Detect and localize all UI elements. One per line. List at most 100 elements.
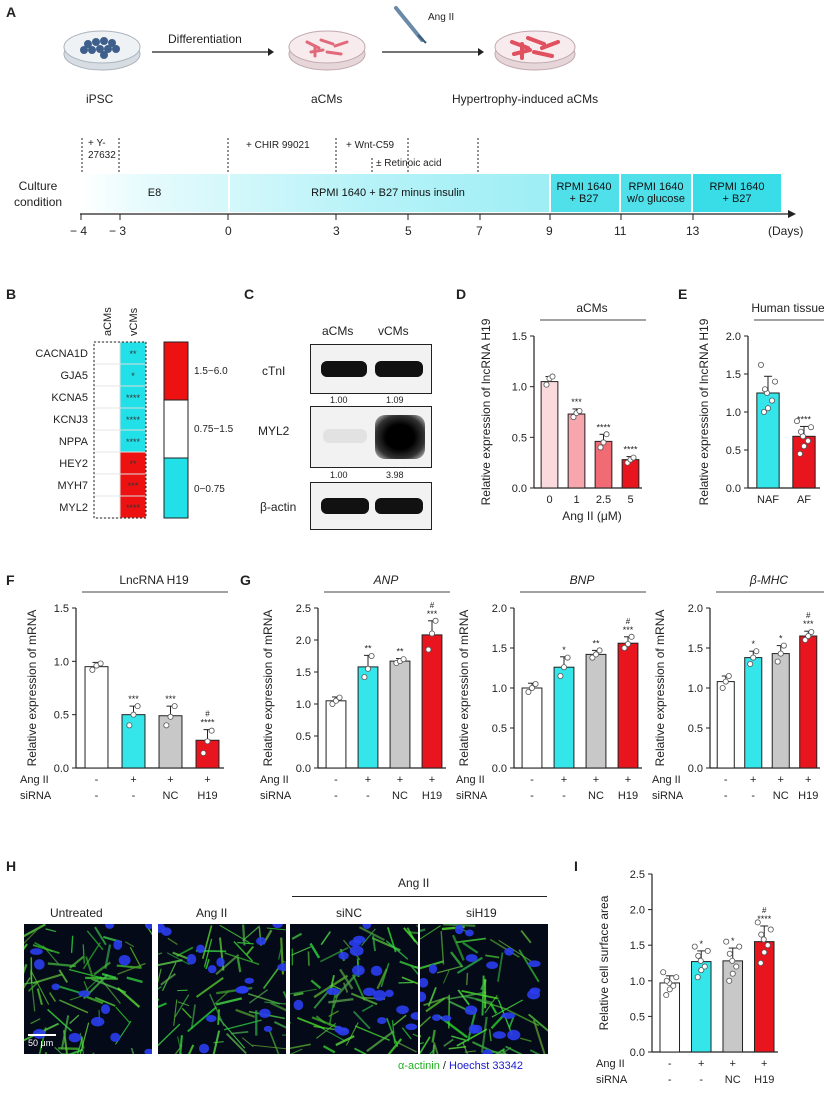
pipette-icon — [392, 4, 432, 44]
actinin-fiber — [83, 944, 84, 963]
segment-rpmi-b27-1: RPMI 1640 + B27 — [549, 174, 619, 212]
chart-title: Human tissue — [751, 301, 824, 315]
nucleus — [34, 959, 45, 970]
tick-label: 7 — [476, 224, 483, 238]
bar — [800, 636, 817, 768]
data-point — [801, 444, 806, 449]
h-group-line — [292, 896, 547, 897]
bar — [196, 740, 219, 768]
nucleus — [264, 1026, 273, 1032]
angii-value: + — [698, 1058, 704, 1070]
blot-band — [321, 361, 367, 377]
data-point — [433, 618, 438, 623]
data-point — [720, 685, 725, 690]
row-label-sirna: siRNA — [596, 1074, 628, 1086]
bar — [522, 688, 542, 768]
y-tick-label: 1.5 — [492, 643, 507, 655]
heatmap-sig: * — [131, 371, 135, 381]
actinin-fiber — [252, 1045, 286, 1049]
significance-mark: *** — [128, 694, 139, 704]
actinin-fiber — [367, 1031, 394, 1051]
significance-mark: *** — [165, 694, 176, 704]
legend-label: 0.75−1.5 — [194, 424, 234, 435]
actinin-fiber — [79, 1053, 93, 1054]
legend-swatch-mid — [164, 400, 188, 458]
panel-letter-i: I — [574, 858, 578, 874]
actinin-fiber — [381, 963, 389, 987]
y-tick-label: 2.0 — [688, 603, 703, 615]
heatmap-sig: ** — [129, 349, 137, 359]
data-point — [604, 432, 609, 437]
data-point — [734, 964, 739, 969]
nucleus — [237, 986, 249, 993]
data-point — [805, 438, 810, 443]
actinin-fiber — [70, 957, 84, 968]
y-axis-label: Relative expression of mRNA — [653, 610, 667, 767]
angii-value: + — [593, 774, 599, 786]
nucleus — [326, 988, 340, 995]
x-tick-label: 0 — [546, 494, 552, 506]
ctni-value-vcms: 1.09 — [386, 395, 404, 405]
actinin-fiber — [264, 967, 280, 989]
actinin-fiber — [490, 939, 519, 957]
blot-row-myl2: MYL2 — [258, 424, 289, 438]
actinin-fiber — [182, 1008, 191, 1018]
data-point — [769, 398, 774, 403]
actinin-fiber — [158, 969, 161, 989]
treatment-y27632: + Y- 27632 — [88, 138, 116, 162]
data-point — [692, 944, 697, 949]
actinin-fiber — [242, 1038, 253, 1047]
actinin-fiber — [423, 1050, 434, 1054]
y-tick-label: 0.0 — [296, 763, 311, 775]
data-point — [705, 948, 710, 953]
data-point — [98, 661, 103, 666]
h-label-angii: Ang II — [196, 906, 227, 920]
data-point — [558, 673, 563, 678]
panel-letter-e: E — [678, 286, 687, 302]
data-point — [426, 647, 431, 652]
significance-mark: **** — [596, 422, 611, 432]
panel-letter-h: H — [6, 858, 16, 874]
y-tick-label: 1.5 — [512, 331, 527, 343]
actinin-fiber — [72, 936, 73, 953]
y-tick-label: 1.5 — [54, 603, 69, 615]
nucleus — [411, 1012, 418, 1020]
blot-row-actin: β-actin — [260, 500, 296, 514]
sirna-value: - — [668, 1074, 672, 1086]
nucleus — [187, 954, 197, 965]
data-point — [726, 673, 731, 678]
actinin-fiber — [292, 934, 302, 939]
actinin-fiber — [56, 986, 80, 993]
y-tick-label: 1.0 — [54, 656, 69, 668]
actinin-fiber — [125, 942, 134, 947]
data-point — [664, 978, 669, 983]
y-tick-label: 2.0 — [630, 905, 645, 917]
data-point — [629, 634, 634, 639]
actinin-fiber — [130, 947, 141, 967]
data-point — [674, 975, 679, 980]
row-label-angii: Ang II — [260, 774, 289, 786]
nucleus — [272, 924, 283, 928]
nucleus — [101, 1004, 110, 1014]
sirna-value: H19 — [798, 790, 818, 802]
sirna-value: - — [95, 790, 99, 802]
angii-value: - — [724, 774, 728, 786]
actinin-fiber — [456, 939, 486, 943]
actinin-fiber — [94, 962, 110, 974]
actinin-fiber — [236, 1010, 255, 1017]
micrograph-angii — [158, 924, 286, 1054]
heatmap-cell — [94, 430, 120, 452]
nucleus — [91, 1017, 104, 1027]
sirna-value: - — [751, 790, 755, 802]
y-tick-label: 0.5 — [296, 731, 311, 743]
h-label-sinc: siNC — [336, 906, 362, 920]
actinin-fiber — [158, 1003, 166, 1012]
data-point — [727, 978, 732, 983]
data-point — [758, 960, 763, 965]
actinin-fiber — [174, 1000, 177, 1026]
actinin-fiber — [520, 1038, 531, 1041]
stage-acms: aCMs — [311, 92, 342, 106]
